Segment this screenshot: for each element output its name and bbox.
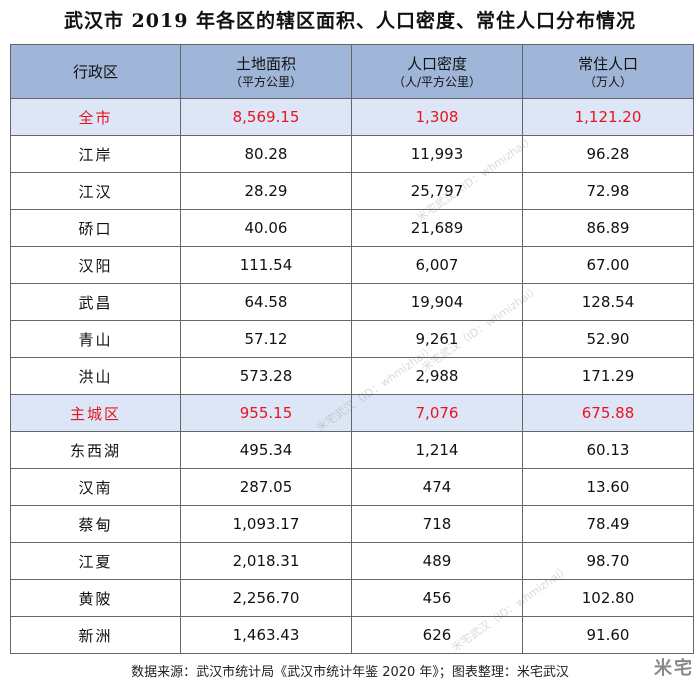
cell-area: 573.28 <box>180 357 352 395</box>
cell-name: 新洲 <box>10 616 181 654</box>
cell-population: 72.98 <box>522 172 694 210</box>
cell-population: 91.60 <box>522 616 694 654</box>
cell-population: 1,121.20 <box>522 98 694 136</box>
cell-name: 江夏 <box>10 542 181 580</box>
cell-density: 1,308 <box>351 98 523 136</box>
cell-population: 78.49 <box>522 505 694 543</box>
table-header-row: 行政区 土地面积 （平方公里） 人口密度 （人/平方公里） 常住人口 （万人） <box>10 44 694 99</box>
cell-name: 全市 <box>10 98 181 136</box>
page-title: 武汉市 2019 年各区的辖区面积、人口密度、常住人口分布情况 <box>63 10 637 32</box>
header-population: 常住人口 （万人） <box>522 44 694 99</box>
cell-name: 武昌 <box>10 283 181 321</box>
table-row: 青山 57.12 9,261 52.90 <box>10 320 694 358</box>
cell-density: 25,797 <box>351 172 523 210</box>
stats-table: 行政区 土地面积 （平方公里） 人口密度 （人/平方公里） 常住人口 （万人） … <box>10 44 694 654</box>
source-footer: 数据来源：武汉市统计局《武汉市统计年鉴 2020 年》；图表整理：米宅武汉 <box>131 665 569 680</box>
cell-name: 硚口 <box>10 209 181 247</box>
cell-area: 57.12 <box>180 320 352 358</box>
header-density: 人口密度 （人/平方公里） <box>351 44 523 99</box>
cell-population: 98.70 <box>522 542 694 580</box>
cell-density: 474 <box>351 468 523 506</box>
table-row: 洪山 573.28 2,988 171.29 <box>10 357 694 395</box>
cell-density: 7,076 <box>351 394 523 432</box>
cell-density: 6,007 <box>351 246 523 284</box>
cell-name: 汉阳 <box>10 246 181 284</box>
cell-area: 2,256.70 <box>180 579 352 617</box>
header-district: 行政区 <box>10 44 181 99</box>
cell-area: 2,018.31 <box>180 542 352 580</box>
cell-population: 67.00 <box>522 246 694 284</box>
cell-density: 456 <box>351 579 523 617</box>
table-row: 主城区 955.15 7,076 675.88 <box>10 394 694 432</box>
table-row: 黄陂 2,256.70 456 102.80 <box>10 579 694 617</box>
cell-density: 19,904 <box>351 283 523 321</box>
cell-population: 13.60 <box>522 468 694 506</box>
cell-population: 102.80 <box>522 579 694 617</box>
cell-area: 1,093.17 <box>180 505 352 543</box>
table-row: 武昌 64.58 19,904 128.54 <box>10 283 694 321</box>
table-row: 江夏 2,018.31 489 98.70 <box>10 542 694 580</box>
table-row: 江岸 80.28 11,993 96.28 <box>10 135 694 173</box>
table-row: 江汉 28.29 25,797 72.98 <box>10 172 694 210</box>
cell-density: 718 <box>351 505 523 543</box>
cell-density: 11,993 <box>351 135 523 173</box>
cell-name: 江汉 <box>10 172 181 210</box>
table-row: 蔡甸 1,093.17 718 78.49 <box>10 505 694 543</box>
cell-area: 1,463.43 <box>180 616 352 654</box>
cell-population: 96.28 <box>522 135 694 173</box>
cell-population: 52.90 <box>522 320 694 358</box>
cell-area: 111.54 <box>180 246 352 284</box>
table-row: 东西湖 495.34 1,214 60.13 <box>10 431 694 469</box>
cell-name: 黄陂 <box>10 579 181 617</box>
cell-population: 86.89 <box>522 209 694 247</box>
cell-name: 青山 <box>10 320 181 358</box>
header-area: 土地面积 （平方公里） <box>180 44 352 99</box>
cell-density: 626 <box>351 616 523 654</box>
cell-name: 主城区 <box>10 394 181 432</box>
cell-area: 80.28 <box>180 135 352 173</box>
cell-name: 东西湖 <box>10 431 181 469</box>
cell-density: 21,689 <box>351 209 523 247</box>
cell-area: 40.06 <box>180 209 352 247</box>
table-row: 新洲 1,463.43 626 91.60 <box>10 616 694 654</box>
cell-density: 2,988 <box>351 357 523 395</box>
cell-density: 1,214 <box>351 431 523 469</box>
table-row: 硚口 40.06 21,689 86.89 <box>10 209 694 247</box>
cell-population: 60.13 <box>522 431 694 469</box>
cell-name: 汉南 <box>10 468 181 506</box>
cell-population: 128.54 <box>522 283 694 321</box>
cell-area: 28.29 <box>180 172 352 210</box>
cell-area: 287.05 <box>180 468 352 506</box>
cell-population: 171.29 <box>522 357 694 395</box>
cell-area: 64.58 <box>180 283 352 321</box>
cell-density: 9,261 <box>351 320 523 358</box>
cell-area: 955.15 <box>180 394 352 432</box>
table-row: 汉南 287.05 474 13.60 <box>10 468 694 506</box>
table-row: 全市 8,569.15 1,308 1,121.20 <box>10 98 694 136</box>
table-row: 汉阳 111.54 6,007 67.00 <box>10 246 694 284</box>
cell-name: 洪山 <box>10 357 181 395</box>
cell-population: 675.88 <box>522 394 694 432</box>
cell-name: 蔡甸 <box>10 505 181 543</box>
logo: 米宅 <box>654 658 694 679</box>
cell-name: 江岸 <box>10 135 181 173</box>
cell-area: 495.34 <box>180 431 352 469</box>
cell-density: 489 <box>351 542 523 580</box>
cell-area: 8,569.15 <box>180 98 352 136</box>
